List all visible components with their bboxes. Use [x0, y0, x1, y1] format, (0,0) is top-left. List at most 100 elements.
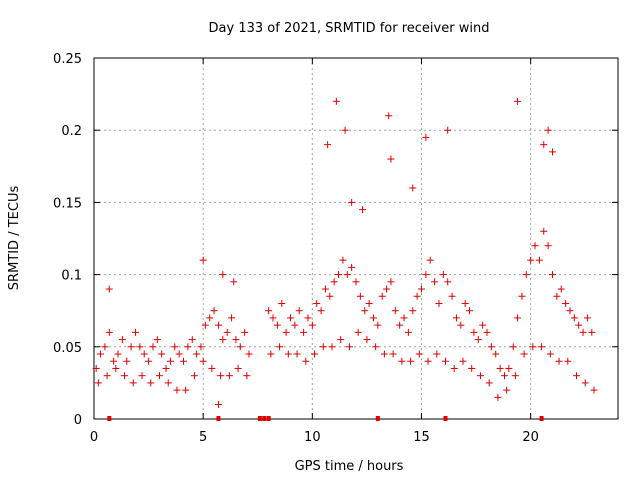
- data-point: [387, 155, 395, 163]
- data-point: [422, 133, 430, 141]
- data-point: [321, 285, 329, 293]
- data-point: [415, 350, 423, 358]
- data-point: [145, 357, 153, 365]
- data-point: [278, 299, 286, 307]
- data-point: [383, 285, 391, 293]
- data-point: [562, 299, 570, 307]
- data-point: [538, 343, 546, 351]
- data-point: [214, 321, 222, 329]
- data-point: [581, 379, 589, 387]
- data-point: [444, 278, 452, 286]
- data-point: [193, 350, 201, 358]
- data-point: [549, 148, 556, 156]
- data-point: [127, 343, 135, 351]
- data-point: [590, 386, 598, 394]
- data-point: [199, 256, 207, 264]
- data-point: [354, 328, 362, 336]
- data-point: [442, 357, 450, 365]
- data-point: [359, 206, 367, 214]
- data-point: [162, 364, 170, 372]
- data-point: [341, 126, 349, 134]
- data-point: [404, 328, 412, 336]
- data-point: [511, 372, 519, 380]
- y-tick-label: 0.15: [53, 196, 82, 211]
- data-point: [476, 372, 484, 380]
- data-point: [361, 307, 369, 315]
- data-point: [483, 328, 491, 336]
- data-point: [505, 364, 513, 372]
- data-point: [372, 343, 380, 351]
- data-point: [461, 299, 469, 307]
- data-point: [452, 314, 460, 322]
- plot-frame: [93, 57, 619, 420]
- data-point: [345, 343, 353, 351]
- data-gap-marker: [262, 416, 267, 421]
- data-gap-marker: [266, 416, 271, 421]
- data-point: [326, 292, 334, 300]
- data-point: [409, 307, 417, 315]
- data-point: [293, 350, 301, 358]
- data-point: [518, 292, 526, 300]
- data-point: [317, 307, 325, 315]
- x-tick-label: 15: [413, 430, 430, 445]
- data-point: [188, 336, 196, 344]
- data-point: [232, 336, 240, 344]
- data-point: [287, 314, 294, 322]
- data-point: [535, 256, 543, 264]
- data-point: [418, 285, 425, 293]
- data-point: [549, 271, 556, 279]
- data-point: [319, 343, 327, 351]
- data-point: [400, 314, 408, 322]
- data-point: [566, 307, 574, 315]
- data-point: [470, 328, 478, 336]
- data-point: [97, 350, 105, 358]
- data-point: [396, 321, 404, 329]
- data-point: [138, 372, 146, 380]
- data-point: [520, 350, 528, 358]
- data-point: [245, 350, 253, 358]
- data-point: [348, 263, 356, 271]
- data-point: [466, 307, 474, 315]
- data-point: [555, 357, 563, 365]
- data-point: [389, 350, 397, 358]
- data-point: [313, 299, 321, 307]
- y-tick-label: 0.05: [53, 341, 82, 356]
- data-point: [514, 97, 522, 105]
- data-point: [369, 314, 377, 322]
- data-point: [291, 321, 299, 329]
- data-point: [236, 343, 244, 351]
- data-gap-marker: [539, 416, 544, 421]
- data-point: [302, 357, 310, 365]
- data-point: [223, 328, 231, 336]
- data-point: [156, 372, 163, 380]
- data-point: [234, 364, 242, 372]
- data-point: [468, 364, 476, 372]
- data-point: [118, 336, 126, 344]
- data-point: [588, 328, 596, 336]
- data-point: [356, 292, 364, 300]
- data-point: [110, 357, 118, 365]
- data-point: [129, 379, 137, 387]
- data-gap-marker: [375, 416, 380, 421]
- data-point: [500, 372, 508, 380]
- data-point: [282, 328, 290, 336]
- data-point: [573, 372, 581, 380]
- data-point: [553, 292, 561, 300]
- data-point: [210, 307, 218, 315]
- y-tick-label: 0.1: [61, 269, 82, 284]
- data-point: [105, 285, 113, 293]
- y-axis-label: SRMTID / TECUs: [7, 186, 22, 291]
- data-point: [339, 256, 347, 264]
- data-point: [114, 350, 122, 358]
- data-point: [199, 357, 207, 365]
- y-tick-label: 0.2: [61, 124, 82, 139]
- data-point: [579, 328, 587, 336]
- data-point: [190, 372, 198, 380]
- data-point: [398, 357, 406, 365]
- data-point: [422, 271, 430, 279]
- chart-title: Day 133 of 2021, SRMTID for receiver win…: [209, 21, 490, 36]
- data-point: [214, 401, 222, 409]
- data-point: [332, 97, 340, 105]
- data-point: [374, 321, 382, 329]
